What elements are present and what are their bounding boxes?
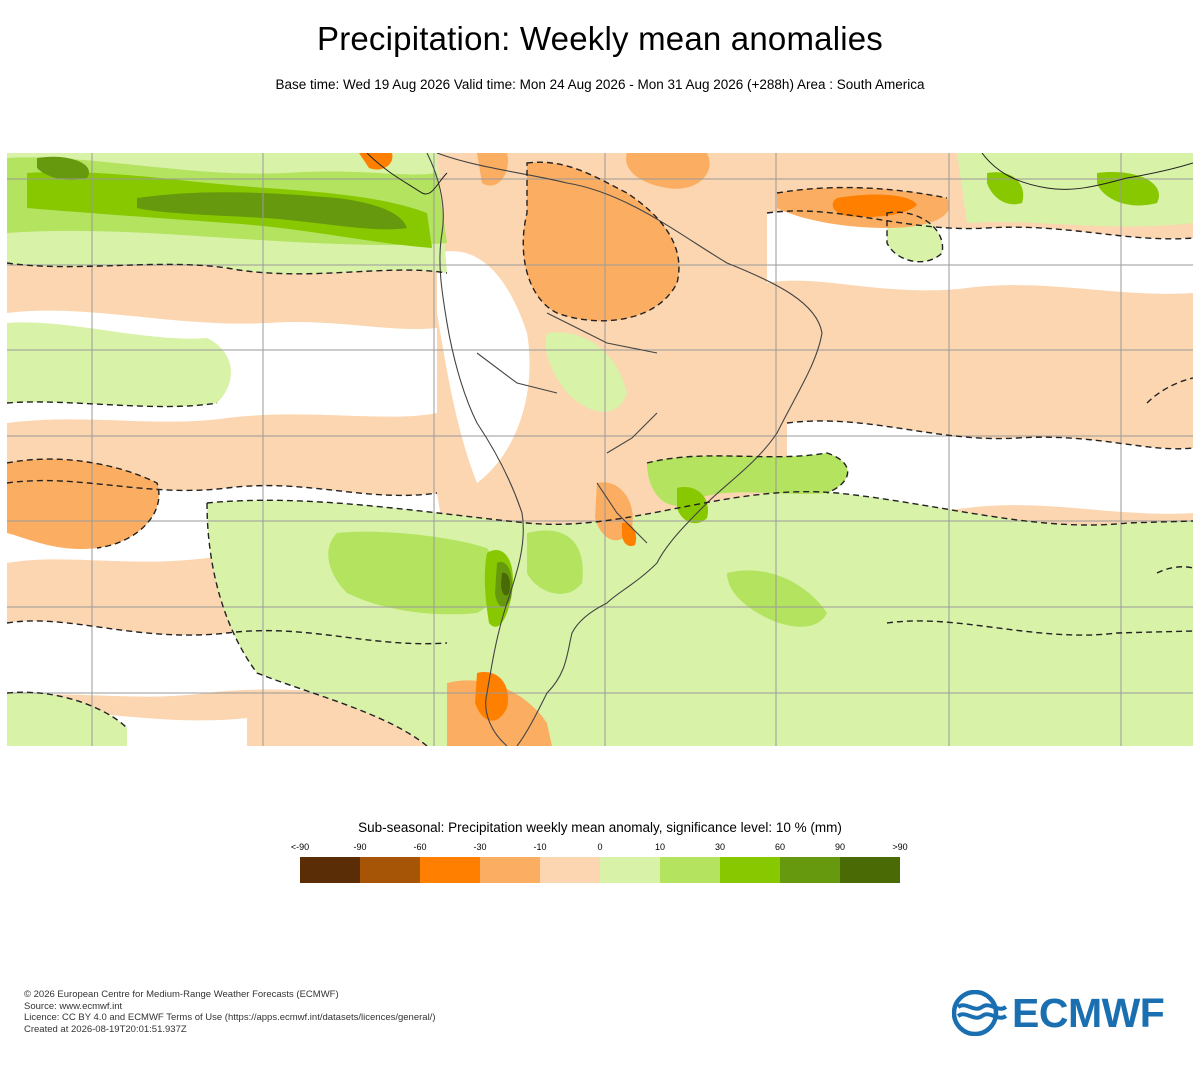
- footer-credits: © 2026 European Centre for Medium-Range …: [24, 989, 436, 1035]
- legend-tick: >90: [892, 842, 908, 852]
- legend-tick: <-90: [290, 842, 310, 852]
- legend-swatch: [720, 857, 780, 883]
- chart-subtitle: Base time: Wed 19 Aug 2026 Valid time: M…: [275, 77, 925, 92]
- footer-created: Created at 2026-08-19T20:01:51.937Z: [24, 1023, 187, 1035]
- strong-negative-areas: [359, 153, 917, 721]
- legend-tick: -90: [353, 842, 367, 852]
- extreme-positive-areas: [501, 572, 511, 596]
- footer-copyright: © 2026 European Centre for Medium-Range …: [24, 989, 339, 1000]
- legend-tick: 60: [774, 842, 786, 852]
- legend-tick: 0: [597, 842, 603, 852]
- legend-tick: -30: [473, 842, 487, 852]
- legend-ticks: <-90 -90 -60 -30 -10 0 10 30 60 90 >90: [291, 842, 908, 854]
- legend-tick: -10: [533, 842, 547, 852]
- ecmwf-logo-text: ECMWF: [1012, 989, 1165, 1036]
- footer-source: Source: www.ecmwf.int: [24, 1000, 123, 1012]
- legend-tick: 30: [714, 842, 726, 852]
- significance-contours: [7, 161, 1193, 746]
- legend-title: Sub-seasonal: Precipitation weekly mean …: [358, 820, 842, 835]
- ecmwf-logo: ECMWF: [952, 990, 1182, 1036]
- legend-swatch: [600, 857, 660, 883]
- legend-tick: 10: [654, 842, 666, 852]
- chart-title: Precipitation: Weekly mean anomalies: [316, 20, 884, 57]
- legend-tick: 90: [834, 842, 846, 852]
- legend-swatch: [780, 857, 840, 883]
- map-graticule: [7, 153, 1193, 746]
- very-strong-positive-areas: [37, 156, 513, 608]
- legend-swatch: [360, 857, 420, 883]
- legend-swatch: [660, 857, 720, 883]
- legend-swatch: [840, 857, 900, 883]
- ecmwf-logo-icon: [952, 990, 1008, 1036]
- legend-tick: -60: [413, 842, 427, 852]
- legend-swatch: [300, 857, 360, 883]
- legend-swatch: [540, 857, 600, 883]
- legend-colorbar: [300, 857, 900, 883]
- anomaly-map: [7, 153, 1193, 746]
- map-svg: [7, 153, 1193, 746]
- coastlines: [426, 153, 823, 746]
- legend-swatch: [420, 857, 480, 883]
- footer-licence: Licence: CC BY 4.0 and ECMWF Terms of Us…: [24, 1012, 436, 1024]
- central-america-coast: [366, 153, 1193, 195]
- legend-swatch: [480, 857, 540, 883]
